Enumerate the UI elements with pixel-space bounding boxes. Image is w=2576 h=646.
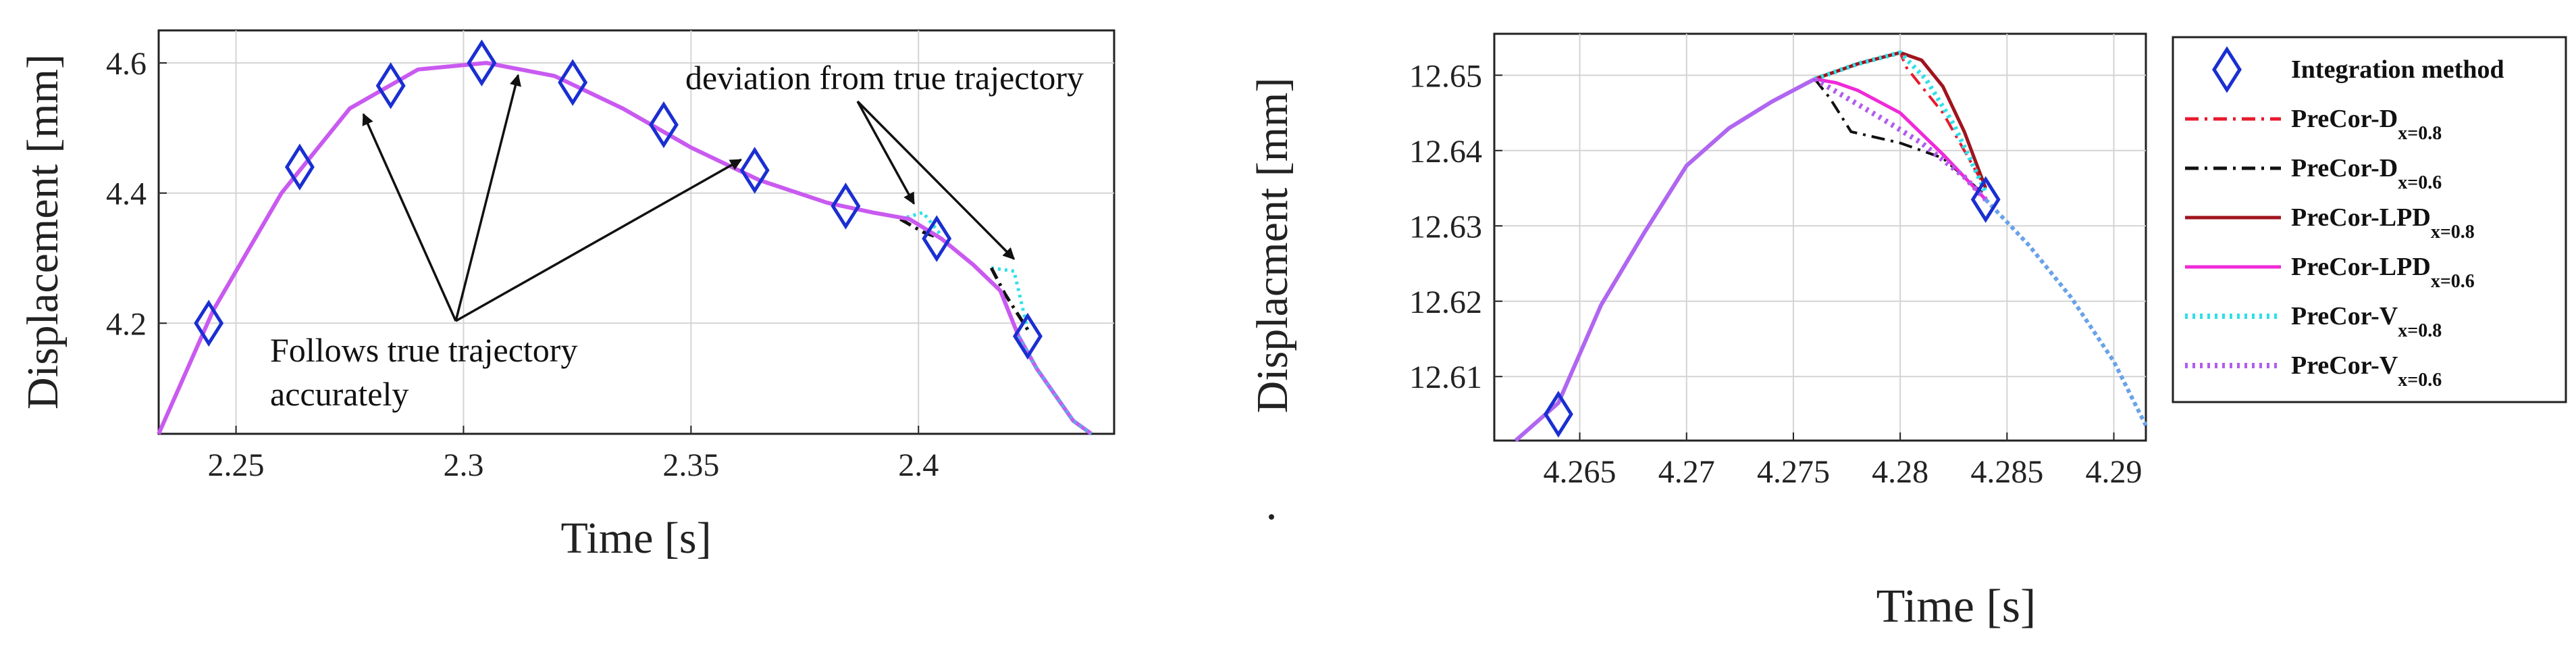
right-series-line <box>1814 51 1988 189</box>
left-annotation-follows: Follows true trajectory <box>270 331 577 369</box>
left-marker-diamond <box>194 299 224 347</box>
left-markers <box>194 39 1043 360</box>
right-markers <box>1543 176 2001 438</box>
left-marker-diamond <box>375 62 406 109</box>
right-x-axis-label: Time [s] <box>1876 580 2036 632</box>
left-x-ticks: 2.25 2.3 2.35 2.4 <box>208 426 939 483</box>
right-y-ticks: 12.61 12.62 12.63 12.64 12.65 <box>1409 58 1502 395</box>
legend-marker-diamond <box>2212 46 2242 93</box>
left-annotation-follows-line2: accurately <box>270 375 409 413</box>
left-series <box>157 61 1093 436</box>
left-y-tick-label: 4.4 <box>106 176 147 212</box>
left-plot-area <box>157 29 1115 435</box>
right-series-line <box>1814 77 1987 201</box>
right-x-tick-label: 4.27 <box>1658 454 1715 490</box>
right-marker-diamond <box>1970 176 2001 223</box>
right-y-tick-label: 12.62 <box>1409 284 1482 320</box>
left-x-axis-label: Time [s] <box>560 514 711 563</box>
left-trajectory-line <box>157 61 1093 436</box>
right-x-tick-label: 4.28 <box>1872 454 1928 490</box>
left-deviation-line <box>991 266 1030 330</box>
legend-label: Integration method <box>2291 55 2504 84</box>
left-marker-diamond <box>467 39 497 86</box>
right-x-ticks: 4.265 4.27 4.275 4.28 4.285 4.29 <box>1544 432 2143 490</box>
right-y-tick-label: 12.64 <box>1409 134 1482 170</box>
left-marker-diamond <box>284 143 315 191</box>
left-x-tick-label: 2.3 <box>443 447 483 483</box>
right-y-tick-label: 12.65 <box>1409 58 1482 94</box>
legend: Integration methodPreCor-Dx=0.8PreCor-Dx… <box>2172 36 2567 403</box>
right-y-tick-label: 12.61 <box>1409 359 1482 395</box>
right-x-tick-label: 4.285 <box>1970 454 2043 490</box>
left-x-tick-label: 2.35 <box>662 447 719 483</box>
left-x-tick-label: 2.4 <box>898 447 939 483</box>
left-deviation-line <box>989 267 1030 331</box>
left-marker-diamond <box>558 59 588 106</box>
left-deviation-line <box>899 218 942 241</box>
left-annotations: deviation from true trajectory Follows tr… <box>270 59 1084 413</box>
left-annotation-arrow <box>856 101 916 205</box>
left-marker-diamond <box>1013 312 1043 360</box>
left-y-tick-label: 4.2 <box>106 306 147 342</box>
right-series-line <box>1514 77 1816 443</box>
right-y-tick-label: 12.63 <box>1409 209 1482 245</box>
legend-box <box>2172 36 2567 403</box>
right-y-label-dot <box>1269 514 1274 520</box>
legend-items: Integration methodPreCor-Dx=0.8PreCor-Dx… <box>2185 46 2504 391</box>
right-series-line <box>1813 76 1988 202</box>
left-grid <box>159 30 1114 434</box>
right-plot-area <box>1493 32 2147 442</box>
left-tail-overlay-line <box>1016 335 1093 436</box>
right-x-tick-label: 4.265 <box>1544 454 1616 490</box>
right-grid <box>1494 34 2146 441</box>
left-annotation-arrow <box>362 113 457 322</box>
right-x-tick-label: 4.275 <box>1757 454 1830 490</box>
left-annotation-arrow <box>455 158 742 322</box>
left-annotation-arrow <box>454 74 521 322</box>
left-annotation-arrow <box>856 100 1016 260</box>
left-marker-diamond <box>739 147 770 194</box>
left-marker-diamond <box>922 215 952 262</box>
right-series-line <box>1814 78 1987 197</box>
right-chart: 4.265 4.27 4.275 4.28 4.285 4.29 12.6112.6212… <box>1248 32 2148 632</box>
left-y-axis-label: Displacement [mm] <box>18 54 68 409</box>
right-series <box>1514 50 2148 443</box>
left-x-tick-label: 2.25 <box>208 447 265 483</box>
right-series-line <box>1814 50 1988 193</box>
right-series-line <box>1984 198 2148 427</box>
left-y-tick-label: 4.6 <box>106 46 147 82</box>
left-chart: 2.25 2.3 2.35 2.4 4.2 4.4 4.6 deviation from … <box>18 29 1115 563</box>
left-annotation-deviation: deviation from true trajectory <box>685 59 1084 97</box>
right-y-axis-label: Displacment [mm] <box>1248 78 1297 414</box>
right-marker-diamond <box>1543 391 1573 438</box>
left-y-ticks: 4.2 4.4 4.6 <box>106 46 167 342</box>
left-marker-diamond <box>648 101 679 149</box>
right-x-tick-label: 4.29 <box>2086 454 2143 490</box>
legend-entry: Integration method <box>2212 46 2504 93</box>
left-marker-diamond <box>831 182 861 230</box>
